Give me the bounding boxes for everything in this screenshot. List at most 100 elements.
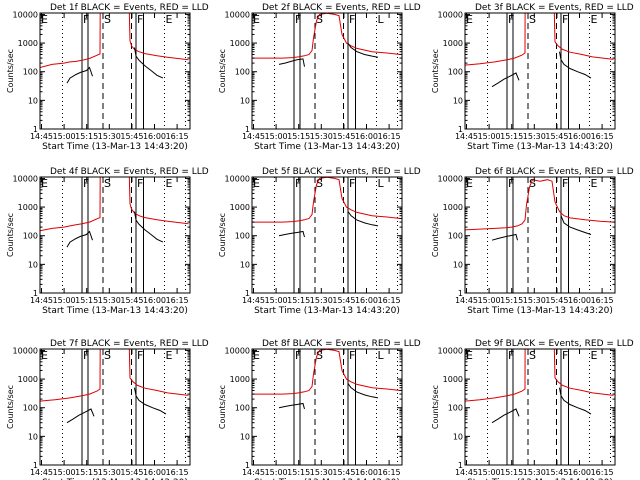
x-tick-label: 15:45 <box>120 468 143 477</box>
marker-label: F <box>562 13 568 26</box>
y-axis-label: Counts/sec <box>431 49 440 93</box>
y-tick-label: 1 <box>245 461 250 470</box>
x-tick-label: 15:30 <box>98 468 121 477</box>
x-tick-label: 15:30 <box>523 296 546 305</box>
marker-label: F <box>295 177 301 190</box>
marker-label: E <box>166 177 173 190</box>
plot-frame <box>251 12 403 130</box>
x-tick-label: 16:15 <box>378 468 401 477</box>
y-axis-label: Counts/sec <box>6 49 15 93</box>
x-tick-label: 15:00 <box>53 132 76 141</box>
x-tick-label: 15:45 <box>332 132 355 141</box>
plot-frame <box>39 176 191 294</box>
marker-label: E <box>466 349 473 362</box>
events-series-line <box>134 47 164 79</box>
lld-series-line <box>128 349 189 396</box>
y-tick-label: 1 <box>458 461 463 470</box>
marker-label: E <box>41 177 48 190</box>
y-tick-label: 1000 <box>443 375 463 384</box>
y-tick-label: 10000 <box>225 10 250 19</box>
x-tick-label: 14:45 <box>455 132 478 141</box>
marker-label: S <box>104 349 111 362</box>
lld-series-line <box>252 177 401 223</box>
y-tick-label: 100 <box>23 68 38 77</box>
panel-title: Det 8f BLACK = Events, RED = LLD <box>262 339 421 349</box>
x-tick-label: 15:15 <box>287 468 310 477</box>
y-tick-label: 100 <box>448 68 463 77</box>
y-tick-label: 1000 <box>230 39 250 48</box>
marker-label: E <box>253 177 260 190</box>
x-axis-label: Start Time (13-Mar-13 14:43:20) <box>42 478 188 480</box>
events-series-line <box>559 51 592 79</box>
marker-label: E <box>591 349 598 362</box>
marker-label: E <box>253 13 260 26</box>
lld-series-line <box>40 177 101 232</box>
y-tick-label: 10000 <box>438 174 463 183</box>
marker-label: F <box>83 349 89 362</box>
marker-label: F <box>562 177 568 190</box>
x-tick-label: 15:45 <box>332 296 355 305</box>
y-tick-label: 1 <box>33 289 38 298</box>
x-tick-label: 14:45 <box>30 468 53 477</box>
y-axis-label: Counts/sec <box>431 385 440 429</box>
plot-frame <box>464 176 616 294</box>
x-tick-label: 15:15 <box>500 296 523 305</box>
lld-series-line <box>40 349 101 402</box>
x-tick-label: 16:00 <box>143 468 166 477</box>
lld-series-line <box>465 349 526 402</box>
y-tick-label: 1000 <box>443 39 463 48</box>
x-tick-label: 14:45 <box>30 132 53 141</box>
x-tick-label: 15:45 <box>120 296 143 305</box>
x-tick-label: 15:45 <box>545 468 568 477</box>
x-tick-label: 15:00 <box>265 468 288 477</box>
y-tick-label: 1000 <box>230 375 250 384</box>
x-tick-label: 14:45 <box>242 468 265 477</box>
x-tick-label: 16:00 <box>568 468 591 477</box>
panel-title: Det 9f BLACK = Events, RED = LLD <box>475 339 634 349</box>
y-tick-label: 1 <box>33 461 38 470</box>
events-series-line <box>491 233 518 241</box>
y-axis-label: Counts/sec <box>6 213 15 257</box>
x-tick-label: 15:15 <box>75 468 98 477</box>
y-tick-label: 1000 <box>18 39 38 48</box>
marker-label: S <box>529 13 536 26</box>
lld-series-line <box>128 13 189 61</box>
events-series-line <box>491 408 520 424</box>
y-tick-label: 1000 <box>443 203 463 212</box>
marker-label: L <box>378 13 385 26</box>
marker-label: S <box>529 349 536 362</box>
x-tick-label: 16:00 <box>355 296 378 305</box>
y-tick-label: 1 <box>33 125 38 134</box>
events-series-line <box>66 66 93 84</box>
x-tick-label: 16:15 <box>378 296 401 305</box>
marker-label: E <box>41 13 48 26</box>
y-axis-label: Counts/sec <box>218 49 227 93</box>
x-tick-label: 15:00 <box>53 296 76 305</box>
y-axis-label: Counts/sec <box>431 213 440 257</box>
x-tick-label: 15:00 <box>265 132 288 141</box>
panel-title: Det 3f BLACK = Events, RED = LLD <box>475 3 634 13</box>
y-tick-label: 10 <box>28 260 38 269</box>
x-tick-label: 15:30 <box>310 132 333 141</box>
x-tick-label: 14:45 <box>30 296 53 305</box>
y-tick-label: 100 <box>235 68 250 77</box>
y-tick-label: 1 <box>245 289 250 298</box>
marker-label: F <box>349 177 355 190</box>
panel-title: Det 4f BLACK = Events, RED = LLD <box>50 167 209 177</box>
marker-label: F <box>137 13 143 26</box>
y-tick-label: 1 <box>245 125 250 134</box>
marker-label: S <box>316 13 323 26</box>
events-series-line <box>559 387 592 415</box>
marker-label: E <box>166 349 173 362</box>
y-tick-label: 1 <box>458 125 463 134</box>
x-tick-label: 16:00 <box>355 132 378 141</box>
y-axis-label: Counts/sec <box>218 385 227 429</box>
x-tick-label: 15:45 <box>545 296 568 305</box>
